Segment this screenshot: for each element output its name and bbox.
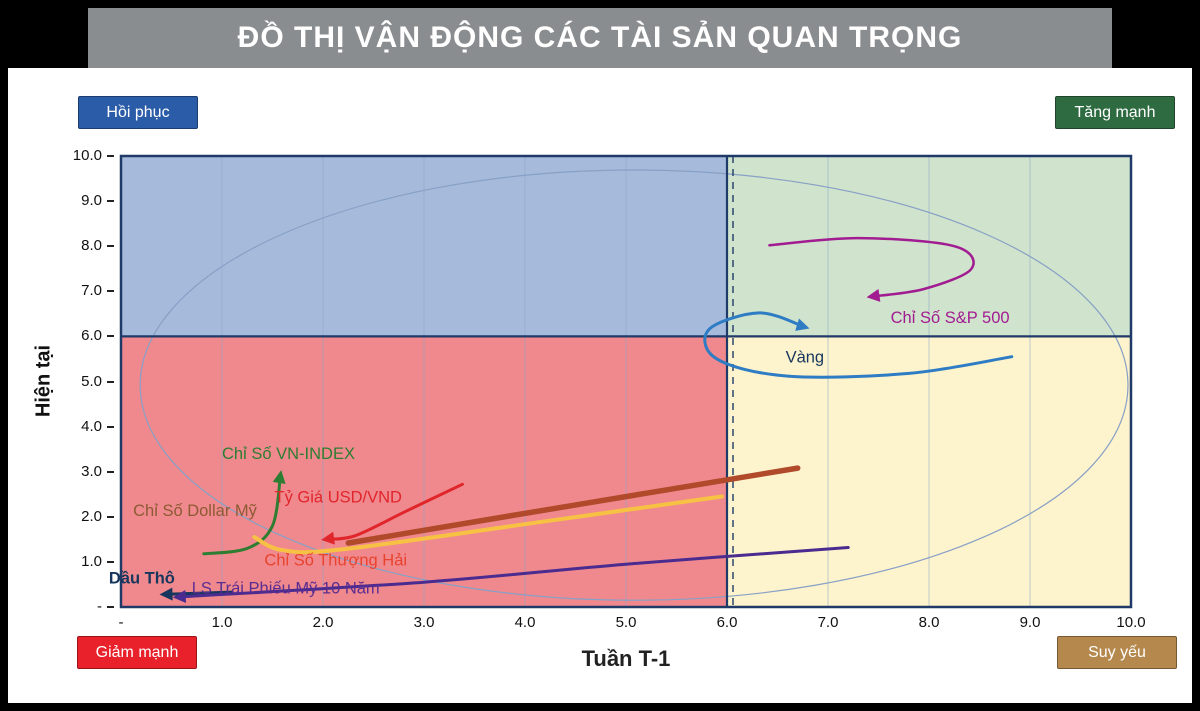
y-tick-label: 9.0 bbox=[36, 191, 114, 211]
badge-recovery: Hồi phục bbox=[78, 96, 198, 129]
x-tick-label: 5.0 bbox=[615, 614, 637, 631]
plot-border bbox=[119, 154, 1133, 609]
title-banner: ĐỒ THỊ VẬN ĐỘNG CÁC TÀI SẢN QUAN TRỌNG bbox=[88, 8, 1112, 68]
y-tick-label: 2.0 bbox=[36, 507, 114, 527]
badge-strong-up: Tăng mạnh bbox=[1055, 96, 1175, 129]
y-tick-label: 3.0 bbox=[36, 462, 114, 482]
chart-region: Hồi phục Tăng mạnh Giảm mạnh Suy yếu Hiệ… bbox=[8, 68, 1192, 703]
y-tick-label: 6.0 bbox=[36, 326, 114, 346]
page-title: ĐỒ THỊ VẬN ĐỘNG CÁC TÀI SẢN QUAN TRỌNG bbox=[237, 21, 963, 54]
label-crude-oil: Dầu Thô bbox=[109, 570, 175, 588]
y-tick-label: - bbox=[36, 597, 114, 617]
label-usd-vnd: Tỷ Giá USD/VND bbox=[275, 488, 403, 506]
x-tick-label: 4.0 bbox=[514, 614, 536, 631]
trajectory-us-10y-yield bbox=[172, 546, 850, 604]
plot-area: Chỉ Số S&P 500 Vàng Chỉ Số VN-INDEX Tỷ Giá … bbox=[109, 154, 1133, 609]
x-tick-label: 1.0 bbox=[211, 614, 233, 631]
label-shanghai: Chỉ Số Thượng Hải bbox=[264, 552, 407, 570]
x-tick-label: 10.0 bbox=[1116, 614, 1146, 631]
trajectory-crude-oil bbox=[159, 587, 234, 601]
x-tick-label: 3.0 bbox=[413, 614, 435, 631]
y-tick-label: 7.0 bbox=[36, 281, 114, 301]
trajectory-gold bbox=[703, 311, 1014, 379]
badge-strong-down: Giảm mạnh bbox=[77, 636, 197, 669]
label-vn-index: Chỉ Số VN-INDEX bbox=[222, 445, 355, 463]
y-tick-label: 8.0 bbox=[36, 236, 114, 256]
x-tick-label: 7.0 bbox=[817, 614, 839, 631]
x-axis-title: Tuần T-1 bbox=[581, 646, 671, 671]
trajectory-ellipse bbox=[139, 169, 1129, 601]
trajectory-usd-vnd bbox=[321, 482, 464, 545]
y-tick-label: 5.0 bbox=[36, 372, 114, 392]
trajectory-dollar-index bbox=[345, 465, 801, 546]
label-gold: Vàng bbox=[786, 349, 825, 367]
badge-weakening: Suy yếu bbox=[1057, 636, 1177, 669]
x-tick-label: 9.0 bbox=[1019, 614, 1041, 631]
title-bar: ĐỒ THỊ VẬN ĐỘNG CÁC TÀI SẢN QUAN TRỌNG bbox=[8, 8, 1192, 68]
y-tick-label: 10.0 bbox=[36, 146, 114, 166]
label-us-10y-yield: LS Trái Phiếu Mỹ 10 Năm bbox=[192, 579, 380, 597]
label-sp500: Chỉ Số S&P 500 bbox=[891, 309, 1010, 327]
trajectory-sp500 bbox=[768, 236, 975, 302]
plot-svg: Chỉ Số S&P 500 Vàng Chỉ Số VN-INDEX Tỷ Giá … bbox=[109, 154, 1133, 609]
x-tick-label: 6.0 bbox=[716, 614, 738, 631]
x-tick-label: - bbox=[118, 614, 124, 631]
x-tick-label: 2.0 bbox=[312, 614, 334, 631]
trajectory-shanghai bbox=[252, 494, 724, 555]
y-tick-label: 1.0 bbox=[36, 552, 114, 572]
x-tick-label: 8.0 bbox=[918, 614, 940, 631]
label-dollar-index: Chỉ Số Dollar Mỹ bbox=[133, 502, 258, 520]
y-tick-label: 4.0 bbox=[36, 417, 114, 437]
